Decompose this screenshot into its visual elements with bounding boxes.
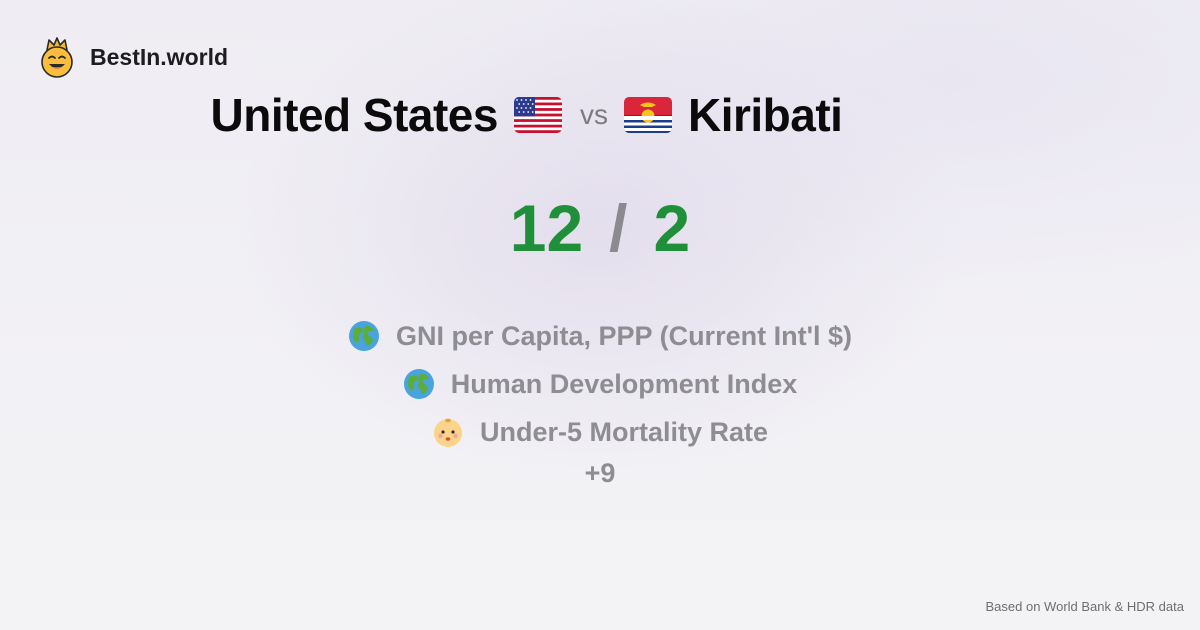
metrics-list: GNI per Capita, PPP (Current Int'l $) Hu… — [0, 312, 1200, 489]
comparison-title: United States vs — [0, 88, 1053, 142]
brand-name: BestIn.world — [90, 43, 229, 70]
baby-face-icon — [433, 418, 462, 447]
us-flag-icon — [513, 97, 562, 133]
globe-icon — [403, 369, 434, 399]
metric-item: GNI per Capita, PPP (Current Int'l $) — [348, 312, 852, 360]
data-source-note: Based on World Bank & HDR data — [985, 599, 1184, 614]
metric-item: Under-5 Mortality Rate — [432, 408, 768, 456]
metric-label: GNI per Capita, PPP (Current Int'l $) — [396, 320, 852, 351]
metric-label: Human Development Index — [450, 368, 798, 399]
left-score: 12 — [509, 191, 584, 265]
brand-logo[interactable]: BestIn.world — [38, 36, 228, 78]
score-display: 12 / 2 — [0, 190, 1200, 266]
smiling-crown-face-icon — [41, 37, 73, 78]
kiribati-flag-icon — [623, 97, 672, 133]
more-metrics-count: +9 — [584, 458, 616, 488]
globe-icon — [349, 321, 379, 351]
score-separator: / — [609, 191, 628, 265]
left-country-name: United States — [210, 89, 499, 141]
vs-label: vs — [579, 99, 608, 130]
metric-item: Human Development Index — [403, 360, 798, 408]
metric-label: Under-5 Mortality Rate — [479, 416, 769, 447]
right-country-name: Kiribati — [687, 89, 843, 141]
right-score: 2 — [653, 191, 691, 265]
